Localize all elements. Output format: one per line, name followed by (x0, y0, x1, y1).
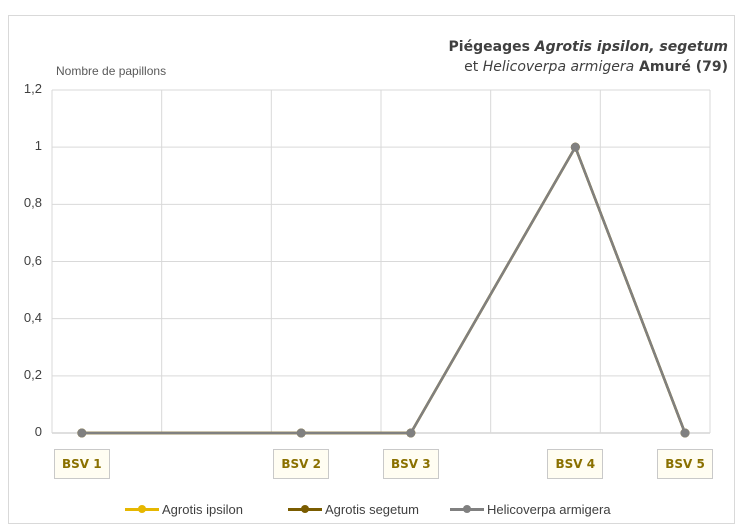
chart-title-line-1: Piégeages Agrotis ipsilon, segetum (449, 39, 728, 55)
title-italic-part: Agrotis ipsilon, segetum (534, 39, 728, 55)
y-tick-label: 0,6 (23, 252, 42, 268)
chart-title-line-2: et Helicoverpa armigera Amuré (79) (464, 59, 728, 75)
legend-item: Agrotis segetum (288, 499, 419, 519)
y-axis-label: Nombre de papillons (56, 64, 167, 78)
legend-label: Agrotis ipsilon (162, 501, 243, 517)
title-plain-part: et (464, 59, 483, 75)
series-line-1 (81, 145, 687, 435)
legend-label: Agrotis segetum (325, 501, 419, 517)
legend: Agrotis ipsilon Agrotis segetum Helicoverp… (0, 499, 742, 519)
bsv-annotation: BSV 1 (53, 449, 110, 479)
data-point (406, 428, 416, 438)
legend-swatch (450, 503, 484, 515)
title-bold-part-2: Amuré (79) (634, 59, 728, 75)
y-tick-label: 1,2 (23, 81, 42, 96)
legend-swatch (125, 503, 159, 515)
y-tick-label: 0 (34, 424, 42, 439)
legend-swatch (288, 503, 322, 515)
y-tick-label: 0,4 (23, 309, 42, 325)
data-point (680, 428, 690, 438)
bsv-annotation: BSV 5 (657, 449, 713, 479)
data-point (296, 428, 306, 438)
bsv-annotation: BSV 4 (547, 449, 604, 479)
chart-frame (8, 15, 735, 524)
series-line-0 (81, 145, 687, 435)
legend-label: Helicoverpa armigera (487, 501, 611, 517)
legend-item: Helicoverpa armigera (450, 499, 611, 519)
title-bold-part: Piégeages (448, 39, 535, 55)
y-tick-label: 0,2 (23, 366, 42, 382)
title-italic-part-2: Helicoverpa armigera (482, 59, 635, 75)
data-point (77, 428, 87, 438)
y-tick-label: 1 (34, 138, 42, 154)
bsv-annotation: BSV 3 (382, 449, 439, 479)
y-tick-label: 0,8 (23, 195, 42, 211)
legend-item: Agrotis ipsilon (125, 499, 243, 519)
series-line-2 (81, 145, 687, 435)
bsv-annotation: BSV 2 (273, 449, 330, 479)
data-point (570, 142, 580, 152)
